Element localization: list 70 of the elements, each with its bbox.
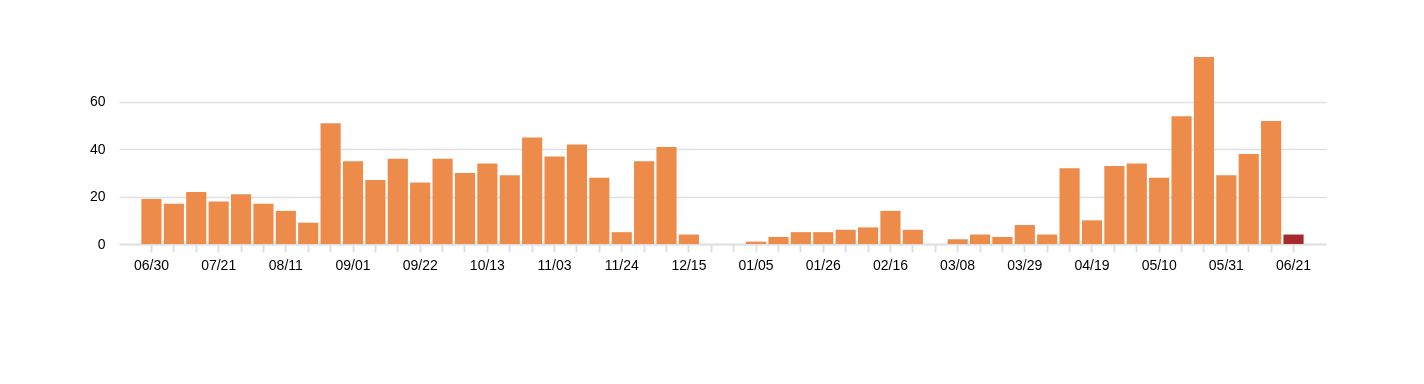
bar — [544, 156, 565, 244]
bar — [969, 234, 991, 244]
bar — [813, 232, 834, 244]
x-tick-label: 08/11 — [268, 256, 304, 273]
bar — [656, 146, 677, 244]
x-tick-label: 07/21 — [201, 256, 237, 273]
bar — [857, 227, 879, 244]
bar — [1261, 120, 1282, 244]
x-tick-label: 06/21 — [1276, 256, 1312, 273]
y-tick-label: 20 — [89, 188, 106, 205]
bar — [566, 144, 588, 244]
bar — [365, 180, 386, 244]
x-tick-label: 06/30 — [133, 256, 170, 273]
bar — [141, 199, 162, 244]
bar — [1081, 220, 1103, 244]
x-tick-label: 11/24 — [604, 256, 639, 273]
x-tick-label: 03/29 — [1007, 256, 1043, 273]
bar — [298, 222, 319, 244]
y-tick-label: 60 — [89, 93, 106, 110]
x-tick-label: 11/03 — [537, 256, 572, 273]
bar — [1238, 154, 1259, 244]
bar — [1014, 225, 1035, 244]
x-tick-label: 09/22 — [402, 256, 438, 273]
x-tick-label: 09/01 — [335, 256, 371, 273]
bar — [477, 163, 498, 244]
x-tick-label: 01/05 — [738, 256, 774, 273]
bar — [1171, 116, 1192, 244]
bar — [1037, 234, 1058, 244]
bar — [387, 158, 408, 244]
x-tick-label: 03/08 — [940, 256, 976, 273]
bar — [163, 203, 184, 244]
bar — [589, 177, 610, 244]
bar — [253, 203, 274, 244]
bar — [230, 194, 252, 244]
bar — [835, 229, 856, 244]
x-tick-label: 12/15 — [671, 256, 707, 273]
bar — [790, 232, 811, 244]
bar — [947, 239, 968, 244]
bar — [432, 158, 453, 244]
x-tick-label: 10/13 — [469, 256, 506, 273]
x-tick-label: 02/16 — [872, 256, 909, 273]
bar — [454, 172, 476, 244]
bar — [499, 175, 520, 244]
bar — [320, 123, 341, 244]
bar — [1149, 177, 1170, 244]
x-tick-label: 01/26 — [805, 256, 841, 273]
x-tick-label: 05/31 — [1208, 256, 1245, 273]
bar — [275, 210, 296, 244]
bar — [678, 234, 699, 244]
bar — [1283, 234, 1304, 244]
x-tick-label: 05/10 — [1141, 256, 1177, 273]
bar — [768, 236, 789, 244]
bar — [410, 182, 431, 244]
bar — [522, 137, 543, 244]
bar — [1193, 57, 1215, 244]
y-tick-label: 40 — [89, 140, 106, 157]
bar — [1104, 165, 1125, 244]
bar — [634, 161, 655, 244]
bar — [880, 210, 901, 244]
bar — [611, 232, 632, 244]
x-tick-label: 04/19 — [1074, 256, 1110, 273]
y-tick-label: 0 — [97, 235, 106, 252]
bar — [902, 229, 923, 244]
bar — [1216, 175, 1237, 244]
bar — [1059, 168, 1080, 244]
bar — [186, 191, 207, 244]
bar — [1126, 163, 1147, 244]
bar — [208, 201, 229, 244]
bar — [992, 236, 1013, 244]
bar — [342, 161, 364, 244]
